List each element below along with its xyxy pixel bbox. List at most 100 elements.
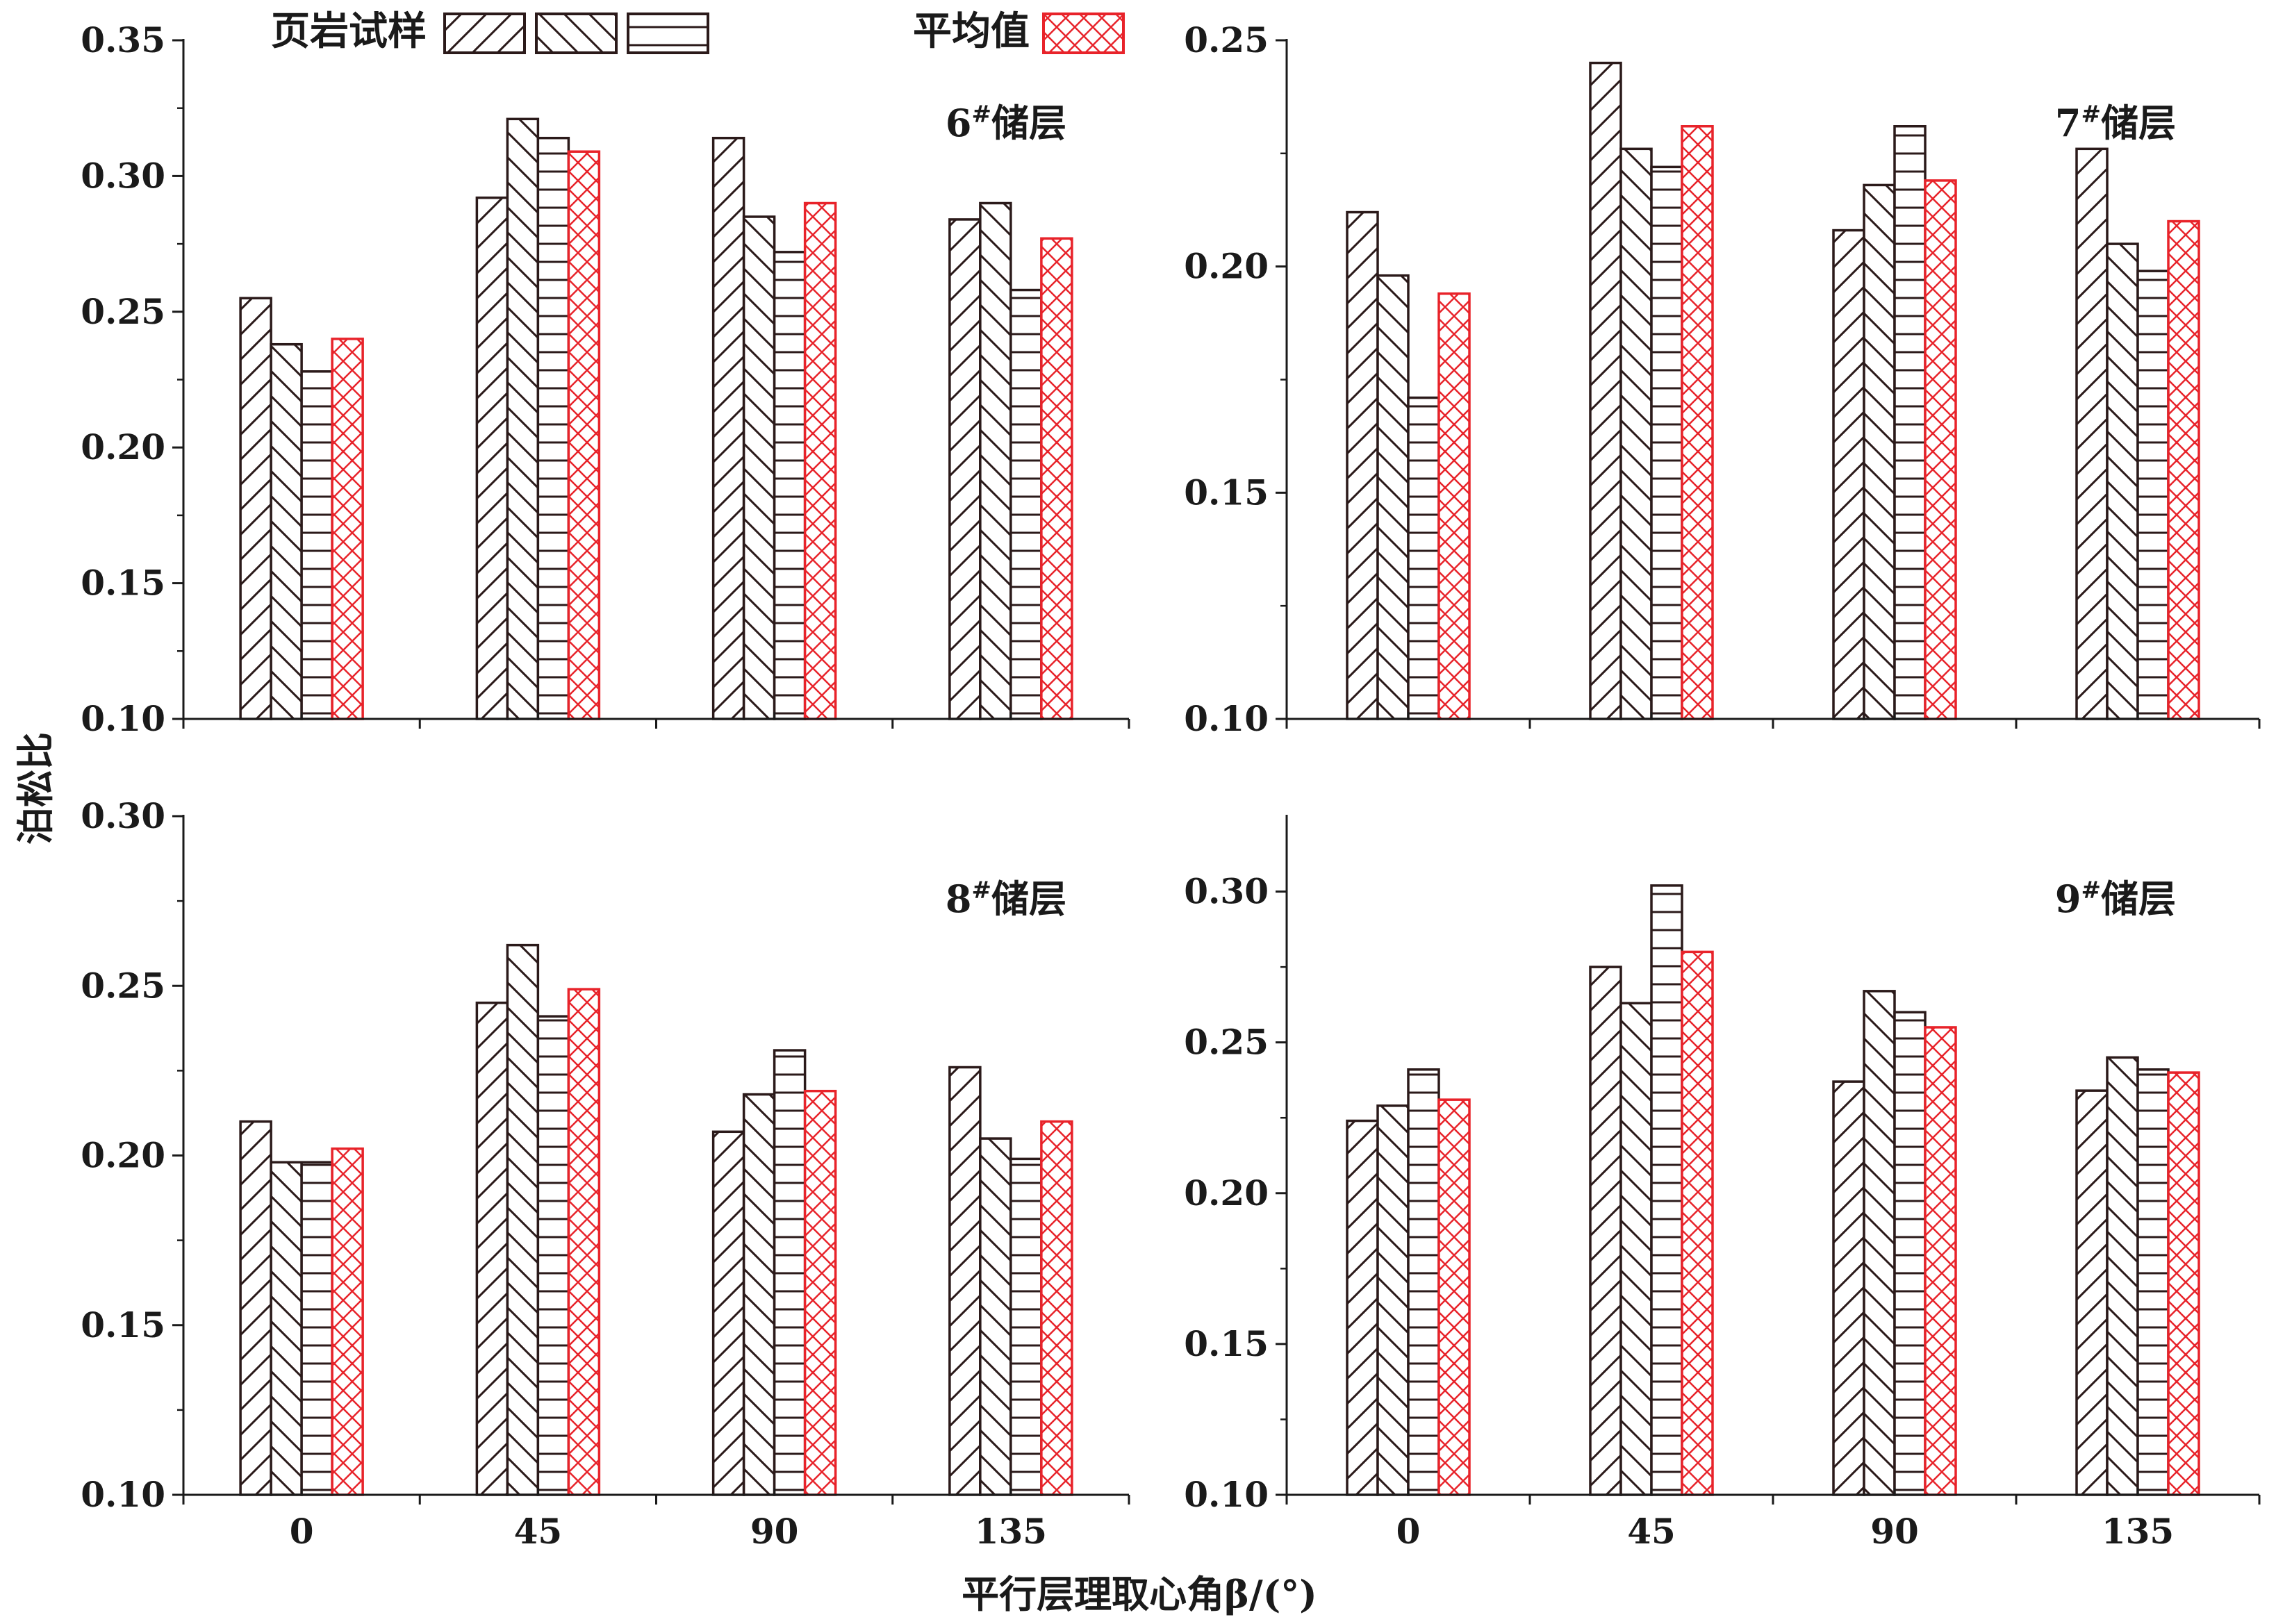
bar-2-cat45-s2 [1619,147,1653,720]
y-tick-label: 0.15 [81,563,165,604]
bar-3-cat90-s1 [711,1130,745,1496]
x-tick-label: 45 [1627,1511,1676,1552]
bar-1-cat90-s4 [803,201,837,720]
bar-4-cat135-s2 [2106,1056,2139,1496]
bar-2-cat0-s1 [1346,210,1379,720]
bar-3-cat45-s2 [506,943,540,1496]
bar-3-cat135-s4 [1040,1120,1073,1496]
bar-2-cat135-s1 [2075,147,2109,720]
bar-2-cat0-s2 [1376,274,1410,720]
y-tick-label: 0.20 [1184,246,1269,287]
bar-4-cat0-s3 [1407,1068,1440,1496]
bar-2-cat45-s4 [1681,125,1714,720]
chart-panel-4: 0.10 0.15 0.20 0.25 0.30 0 45 90 135 9#储层 [1184,815,2261,1552]
bar-3-cat0-s3 [300,1161,333,1496]
bar-4-cat90-s1 [1832,1080,1865,1496]
x-tick-label: 45 [514,1511,563,1552]
bar-4-cat135-s1 [2075,1089,2109,1496]
bar-2-cat0-s3 [1407,396,1440,720]
bar-3-cat45-s1 [475,1001,509,1496]
y-tick-label: 0.20 [1184,1173,1269,1213]
bar-3-cat0-s1 [239,1120,272,1496]
legend: 页岩试样 平均值 [271,8,1125,54]
bar-3-cat0-s2 [270,1161,303,1496]
bar-1-cat0-s2 [270,342,303,720]
y-tick-label: 0.25 [1184,19,1269,60]
bar-2-cat45-s1 [1589,61,1622,720]
x-tick-label: 0 [1396,1511,1421,1552]
x-tick-label: 135 [2102,1511,2174,1552]
y-tick-label: 0.10 [1184,1474,1269,1515]
bar-3-cat0-s4 [331,1147,364,1496]
legend-swatch-backward-hatch [535,13,618,54]
bar-4-cat45-s1 [1589,966,1622,1496]
bar-3-cat90-s2 [742,1093,776,1496]
bar-3-cat135-s1 [948,1066,982,1496]
bar-1-cat0-s1 [239,297,272,720]
bar-1-cat0-s4 [331,338,364,720]
bar-1-cat135-s4 [1040,237,1073,720]
x-tick-label: 135 [975,1511,1047,1552]
y-tick-label: 0.25 [1184,1022,1269,1063]
bar-1-cat0-s3 [300,370,333,720]
y-tick-label: 0.25 [81,965,165,1006]
bar-3-cat90-s4 [803,1089,837,1496]
x-tick-label: 90 [1870,1511,1919,1552]
y-tick-label: 0.10 [1184,698,1269,739]
bar-4-cat90-s4 [1924,1026,1957,1496]
y-tick-label: 0.15 [81,1304,165,1345]
bar-4-cat45-s4 [1681,950,1714,1496]
bar-1-cat45-s3 [536,136,570,720]
y-tick-label: 0.30 [81,155,165,196]
bar-1-cat90-s2 [742,215,776,720]
chart-panel-2: 0.10 0.15 0.20 0.25 7#储层 [1184,19,2261,739]
y-axis-title: 泊松比 [13,732,58,845]
bar-3-cat90-s3 [773,1049,807,1496]
bar-4-cat45-s3 [1650,884,1683,1496]
bar-3-cat135-s3 [1009,1157,1043,1496]
y-tick-label: 0.30 [1184,871,1269,912]
bar-4-cat0-s4 [1437,1098,1471,1496]
bar-1-cat135-s2 [979,201,1012,720]
legend-swatch-horizontal-lines [627,13,709,54]
chart-panels: 0.10 0.15 0.20 0.25 0.30 0.35 6#储层 0.10 0.15 0.20… [81,19,2261,1552]
panel-label: 6#储层 [946,101,1066,145]
bar-4-cat90-s3 [1893,1011,1927,1496]
bar-3-cat135-s2 [979,1137,1012,1496]
legend-swatch-forward-hatch [443,13,526,54]
y-tick-label: 0.20 [81,426,165,467]
bar-2-cat135-s2 [2106,242,2139,720]
bar-2-cat90-s3 [1893,125,1927,720]
bar-1-cat135-s3 [1009,288,1043,720]
bar-4-cat0-s2 [1376,1104,1410,1496]
y-tick-label: 0.35 [81,19,165,60]
bar-1-cat90-s3 [773,251,807,720]
bar-1-cat135-s1 [948,218,982,720]
bar-2-cat90-s1 [1832,229,1865,720]
bar-2-cat135-s4 [2167,219,2200,720]
x-tick-label: 0 [290,1511,314,1552]
bar-2-cat90-s2 [1863,183,1896,720]
bar-1-cat45-s1 [475,196,509,720]
bar-2-cat45-s3 [1650,165,1683,720]
bar-4-cat135-s4 [2167,1071,2200,1496]
bar-3-cat45-s4 [567,988,601,1496]
bar-1-cat45-s4 [567,150,601,720]
y-tick-label: 0.10 [81,1474,165,1515]
y-tick-label: 0.15 [1184,1323,1269,1364]
bar-1-cat90-s1 [711,136,745,720]
x-tick-label: 90 [750,1511,799,1552]
panel-label: 8#储层 [946,877,1066,921]
panel-label: 9#储层 [2055,877,2176,921]
y-tick-label: 0.25 [81,291,165,332]
bar-2-cat135-s3 [2136,270,2170,720]
panel-label: 7#储层 [2055,101,2176,145]
legend-swatch-crosshatch [1042,13,1125,54]
y-tick-label: 0.30 [81,795,165,836]
chart-panel-3: 0.10 0.15 0.20 0.25 0.30 0 45 90 135 8#储层 [81,795,1130,1552]
bar-4-cat90-s2 [1863,990,1896,1496]
bar-4-cat135-s3 [2136,1068,2170,1496]
y-tick-label: 0.15 [1184,472,1269,513]
bar-4-cat0-s1 [1346,1119,1379,1496]
